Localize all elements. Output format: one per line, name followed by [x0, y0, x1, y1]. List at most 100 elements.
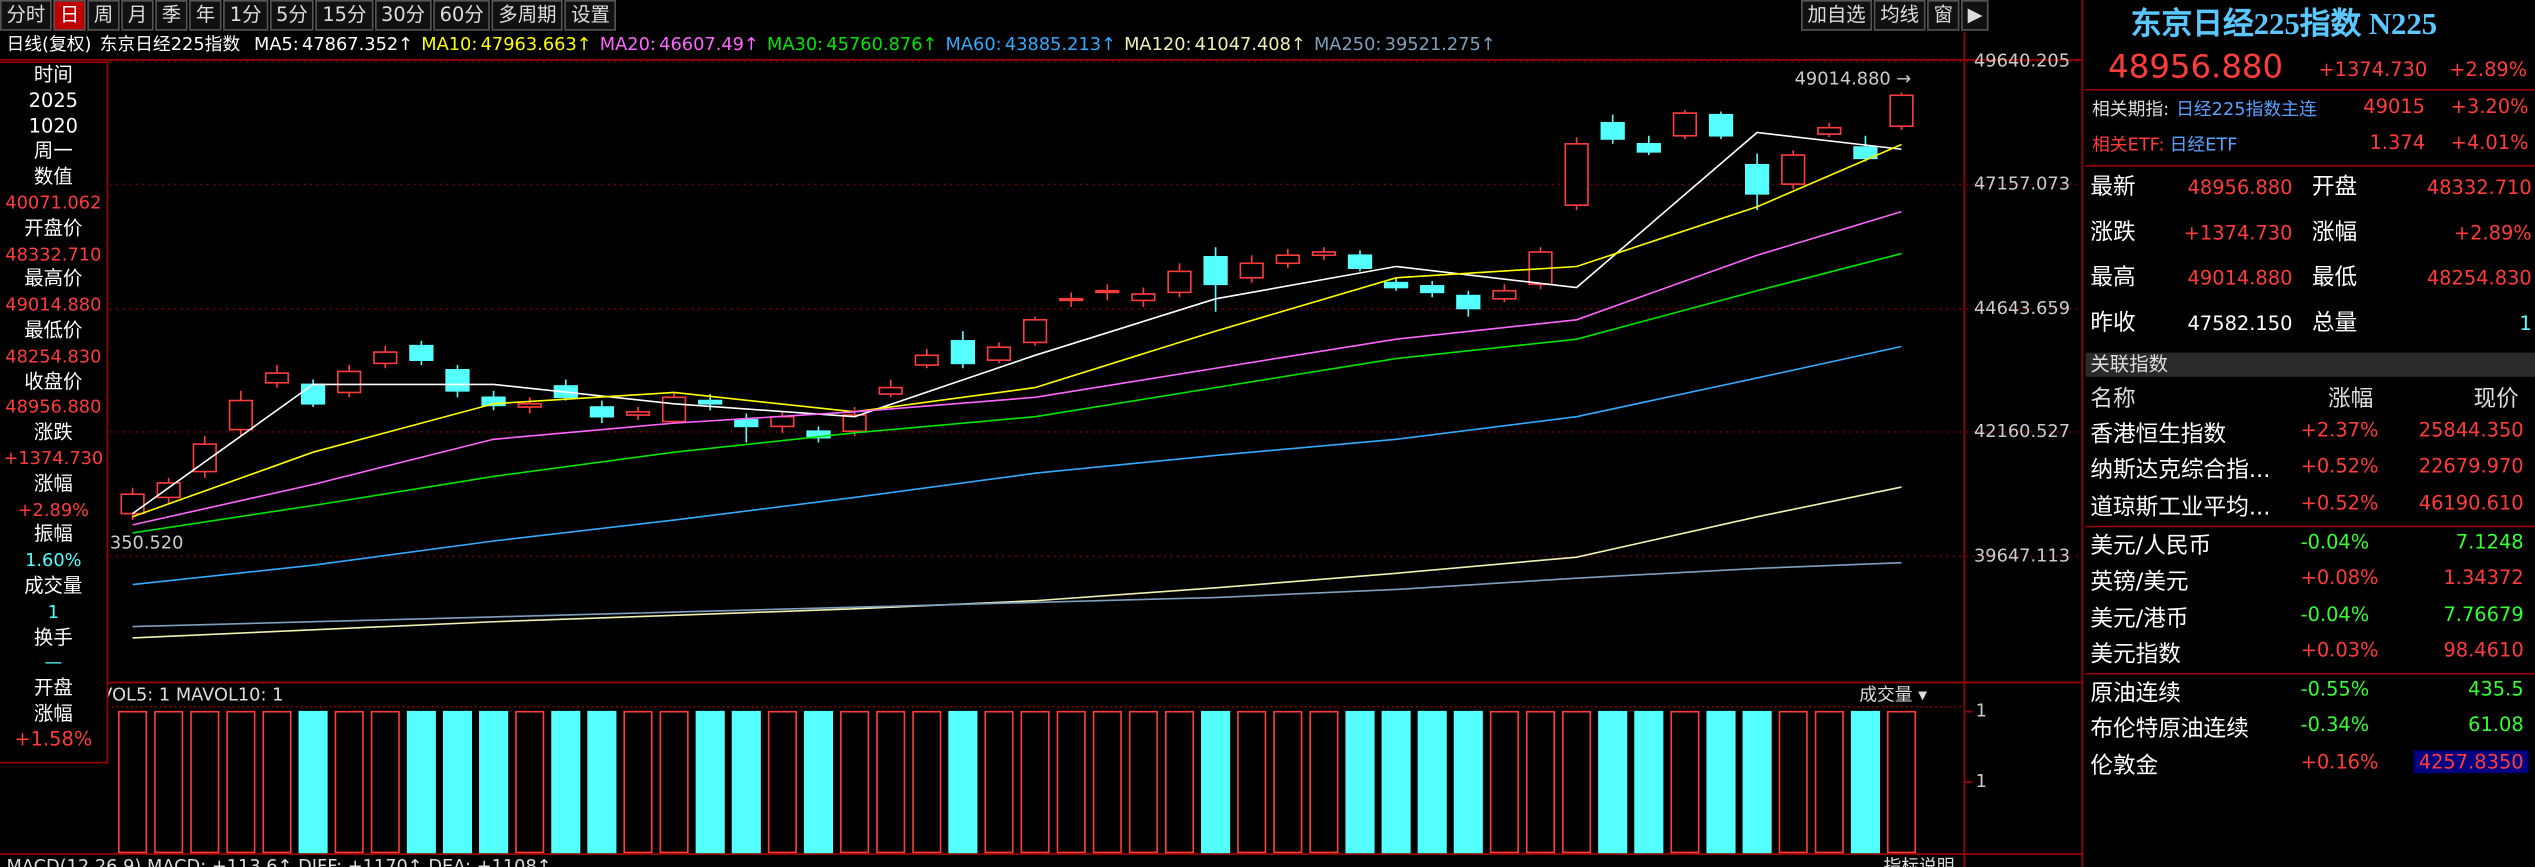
ma-legend-trend: ↑ — [1290, 33, 1306, 55]
quote-title: 东京日经225指数 N225 — [2130, 8, 2438, 43]
period-button[interactable]: 5分 — [269, 0, 315, 31]
index-change: +0.52% — [2300, 491, 2379, 514]
period-button[interactable]: 60分 — [433, 0, 491, 31]
indicator-help[interactable]: 指标说明 — [1883, 856, 1954, 867]
ma-legend-current: 45760.876 — [826, 33, 923, 55]
related-name[interactable]: 日经225指数主连 — [2176, 98, 2317, 120]
y-tick-label: 42160.527 — [1974, 421, 2070, 442]
quote-value: 48254.830 — [2426, 266, 2532, 290]
index-change: +0.03% — [2300, 638, 2379, 662]
volume-bar — [587, 710, 617, 854]
ma-legend-name: MA10: — [421, 33, 478, 55]
action-button[interactable]: ▶ — [1961, 0, 1989, 31]
index-name[interactable]: 原油连续 — [2090, 681, 2181, 707]
volume-bar — [154, 710, 184, 854]
period-button[interactable]: 分时 — [0, 0, 52, 31]
candle-body — [337, 370, 362, 394]
ma-legend-trend: ↑ — [922, 33, 938, 55]
index-price: 4257.8350 — [2413, 750, 2529, 773]
related-name[interactable]: 日经ETF — [2169, 134, 2238, 156]
candle-body — [1600, 122, 1625, 140]
volume-bar — [118, 710, 148, 854]
instrument: 东京日经225指数 — [99, 33, 241, 55]
panel-item: 1 — [47, 601, 60, 623]
index-change: +0.52% — [2300, 454, 2379, 478]
related-label: 相关期指: — [2092, 98, 2170, 120]
candle-body — [842, 414, 867, 433]
low-annotation: 350.520 — [110, 532, 183, 553]
index-price: 1.34372 — [2443, 566, 2524, 590]
period-button[interactable]: 周 — [87, 0, 120, 31]
candle-body — [517, 402, 542, 408]
candle-body — [589, 406, 615, 418]
volume-bar — [370, 710, 400, 854]
ma-line — [132, 252, 1902, 534]
volume-bar — [298, 710, 328, 854]
index-price: 22679.970 — [2418, 454, 2524, 478]
period-button[interactable]: 1分 — [223, 0, 268, 31]
volume-bar — [1670, 710, 1700, 854]
period-button[interactable]: 多周期 — [491, 0, 563, 31]
ma-legend-trend: ↑ — [744, 33, 759, 55]
candle-body — [914, 354, 939, 366]
index-name[interactable]: 纳斯达克综合指... — [2090, 458, 2271, 485]
index-name[interactable]: 英镑/美元 — [2090, 569, 2189, 596]
volume-bar — [1453, 710, 1483, 854]
volume-bar — [1201, 710, 1231, 854]
volume-bar — [840, 710, 870, 854]
volume-selector[interactable]: 成交量 ▾ — [1859, 685, 1927, 706]
index-name[interactable]: 美元指数 — [2090, 641, 2181, 668]
action-button[interactable]: 均线 — [1873, 0, 1926, 31]
period-button[interactable]: 15分 — [315, 0, 373, 31]
divider — [2085, 88, 2535, 91]
volume-bar — [1850, 710, 1880, 854]
volume-bar — [1706, 710, 1736, 854]
period-button[interactable]: 日 — [53, 0, 86, 31]
index-name[interactable]: 伦敦金 — [2090, 753, 2159, 780]
y-tick-label: 39647.113 — [1974, 545, 2070, 566]
index-name[interactable]: 美元/港币 — [2090, 605, 2189, 632]
volume-bar — [1634, 710, 1664, 854]
index-change: -0.55% — [2300, 677, 2370, 701]
period-button[interactable]: 30分 — [374, 0, 432, 31]
volume-bar — [1742, 710, 1772, 854]
index-name[interactable]: 布伦特原油连续 — [2090, 717, 2249, 744]
volume-bar — [479, 710, 509, 854]
ma-line — [132, 486, 1902, 639]
period-button[interactable]: 设置 — [564, 0, 617, 31]
action-button[interactable]: 窗 — [1927, 0, 1960, 31]
index-name[interactable]: 美元/人民币 — [2090, 533, 2212, 560]
volume-bar — [912, 710, 942, 854]
candle-body — [1672, 112, 1698, 137]
period-button[interactable]: 月 — [121, 0, 154, 31]
volume-bar — [1417, 710, 1447, 854]
column-header: 名称 — [2090, 386, 2136, 413]
index-change: +2.37% — [2300, 418, 2379, 442]
ma-legend-current: 41047.408 — [1194, 33, 1291, 55]
index-name[interactable]: 道琼斯工业平均... — [2090, 494, 2271, 521]
candle-body — [481, 396, 506, 407]
volume-bar — [1562, 710, 1592, 854]
quote-value: 1 — [2519, 312, 2532, 335]
candle-body — [228, 399, 253, 431]
period-button[interactable]: 季 — [155, 0, 188, 31]
index-name[interactable]: 香港恒生指数 — [2090, 422, 2227, 449]
candle-body — [1131, 293, 1156, 302]
ma-legend-current: 47963.663 — [480, 33, 577, 55]
quote-value: 47582.150 — [2187, 312, 2293, 335]
candle-body — [1817, 126, 1842, 135]
ma-legend-name: MA120: — [1124, 33, 1192, 55]
ma-legend-current: 43885.213 — [1004, 33, 1102, 55]
period-button[interactable]: 年 — [189, 0, 222, 31]
candle-body — [1781, 154, 1806, 185]
panel-item: 开盘 — [33, 676, 73, 699]
candle-body — [1456, 294, 1481, 310]
quote-label: 涨幅 — [2311, 219, 2358, 246]
volume-bar — [1814, 710, 1844, 854]
panel-item: 开盘价 — [24, 216, 83, 240]
quote-label: 最高 — [2090, 265, 2136, 292]
quote-change: +1374.730 — [2318, 58, 2428, 81]
volume-bar — [1886, 710, 1917, 854]
ma-line — [132, 131, 1902, 515]
action-button[interactable]: 加自选 — [1801, 0, 1873, 31]
